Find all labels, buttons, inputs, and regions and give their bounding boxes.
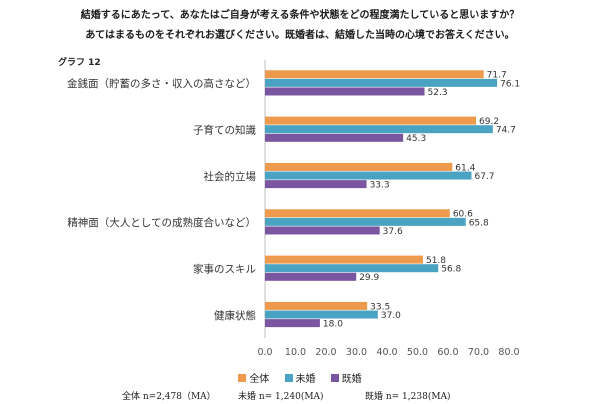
bar-0 [265,70,484,79]
legend-label-2: 既婚 [341,374,362,385]
note-total: 全体 n=2,478（MA） [122,392,216,402]
data-label-2: 52.3 [428,88,448,98]
category-label: 精神面（大人としての成熟度合いなど） [67,216,256,229]
bar-2 [265,272,357,281]
data-label-1: 56.8 [441,265,461,275]
legend-label-0: 全体 [249,374,270,385]
graph-label: グラフ 12 [58,58,101,68]
category-label: 子育ての知識 [193,124,256,137]
x-tick-label: 30.0 [346,347,367,358]
bar-2 [265,319,320,328]
data-label-1: 37.0 [381,311,401,321]
bar-0 [265,162,453,171]
x-tick-label: 40.0 [376,347,397,358]
data-label-2: 18.0 [323,320,343,330]
data-label-1: 65.8 [469,218,489,228]
bar-1 [265,125,493,134]
data-label-2: 29.9 [359,273,379,283]
category-label: 金銭面（貯蓄の多さ・収入の高さなど） [67,77,256,90]
note-unmarried: 未婚 n= 1,240(MA) [238,392,324,402]
category-label: 健康状態 [214,309,256,322]
data-label-0: 71.7 [487,71,507,81]
bar-1 [265,78,498,87]
bar-2 [265,87,425,96]
x-tick-label: 60.0 [437,347,458,358]
bar-1 [265,310,378,319]
bar-0 [265,116,477,125]
bar-2 [265,180,367,189]
data-label-0: 60.6 [453,210,473,220]
data-label-2: 45.3 [406,134,426,144]
data-label-0: 69.2 [479,117,499,127]
data-label-0: 61.4 [455,163,475,173]
x-tick-label: 10.0 [285,347,306,358]
category-label: 社会的立場 [204,170,257,183]
category-label: 家事のスキル [193,263,256,276]
question-line-1: 結婚するにあたって、あなたはご自身が考える条件や状態をどの程度満たしていると思い… [80,10,520,21]
data-label-2: 37.6 [383,227,403,237]
legend-swatch-1 [284,373,293,382]
bar-1 [265,171,472,180]
bar-0 [265,209,450,218]
data-label-1: 74.7 [496,126,516,136]
data-label-0: 33.5 [370,302,390,312]
legend-label-1: 未婚 [295,374,316,385]
legend-item-0: 全体 [238,370,269,385]
note-married: 既婚 n= 1,238(MA) [365,392,451,402]
x-tick-label: 0.0 [257,347,272,358]
legend-swatch-2 [330,373,339,382]
x-tick-label: 70.0 [468,347,489,358]
bar-1 [265,264,439,273]
bar-1 [265,217,466,226]
legend-swatch-0 [238,373,247,382]
data-label-1: 67.7 [474,172,494,182]
x-tick-label: 80.0 [498,347,519,358]
x-tick-label: 20.0 [315,347,336,358]
bar-2 [265,226,380,235]
question-line-2: あてはまるものをそれぞれお選びください。既婚者は、結婚した当時の心境でお答えくだ… [85,30,515,41]
data-label-2: 33.3 [370,181,390,191]
bar-0 [265,301,368,310]
legend-item-1: 未婚 [284,370,316,385]
legend-item-2: 既婚 [330,370,362,385]
data-label-0: 51.8 [426,256,446,266]
x-tick-label: 50.0 [407,347,428,358]
bar-0 [265,255,423,264]
bar-chart: 金銭面（貯蓄の多さ・収入の高さなど） 71.776.1 52.3 子育ての知識 69.2… [67,60,520,358]
bar-2 [265,133,404,142]
legend: 全体 未婚 既婚 [0,370,600,385]
data-label-1: 76.1 [500,79,520,89]
